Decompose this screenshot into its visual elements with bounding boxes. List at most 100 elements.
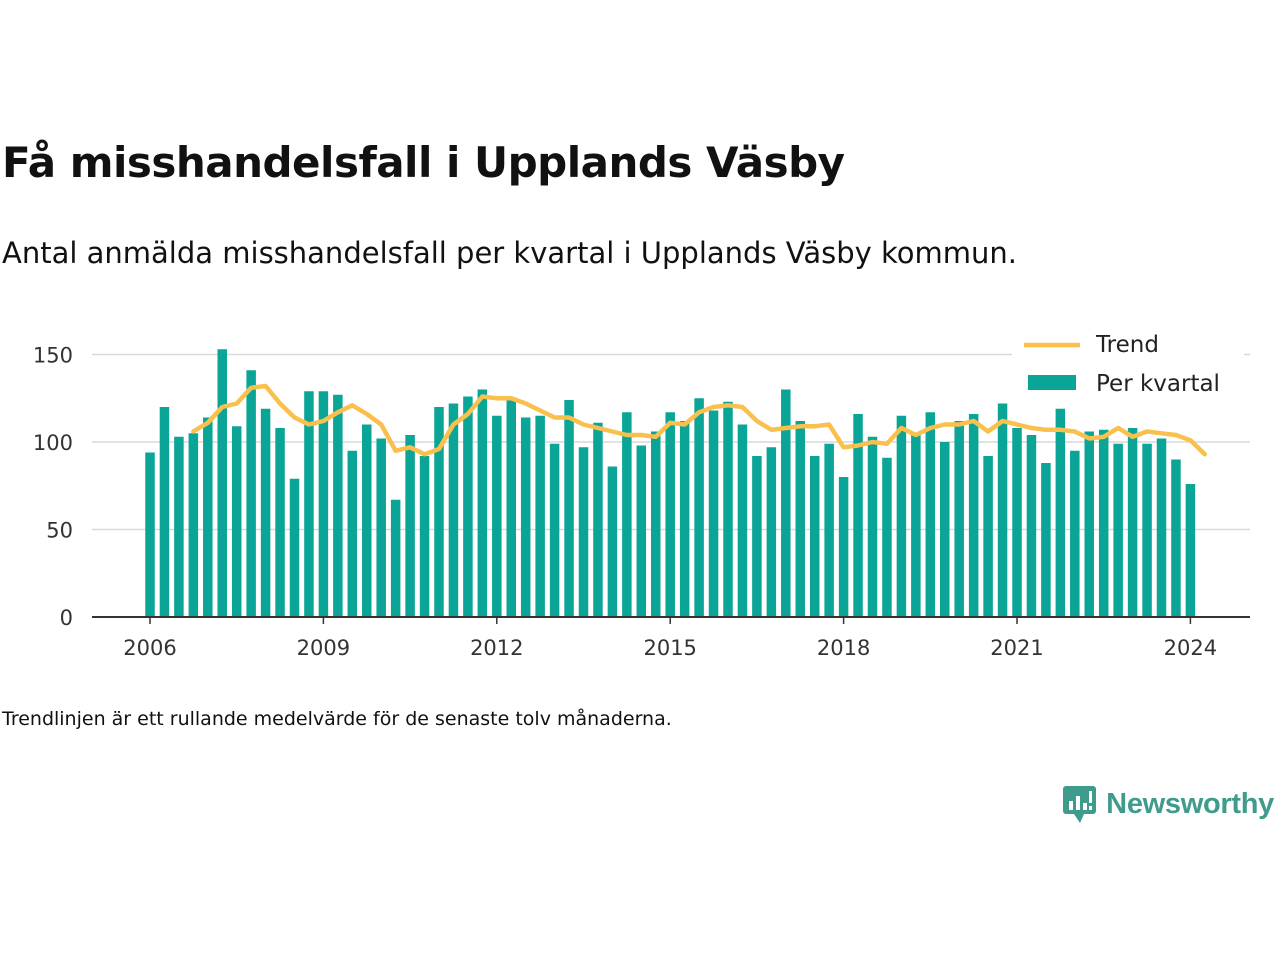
bar [145,452,155,617]
bars [145,349,1196,617]
x-tick-label: 2024 [1164,636,1217,660]
axes: 0 50 100 150 2006 2009 2012 2015 2018 2021 2024 [33,344,1250,660]
bar [376,438,386,617]
bar [1171,459,1181,617]
brand-logo[interactable]: Newsworthy [1062,784,1274,824]
bar [549,443,560,617]
bar [535,415,545,617]
bar [694,398,704,617]
bar [275,428,285,617]
bar [448,403,459,617]
bar [1055,408,1066,617]
bar [246,370,256,617]
bar [607,466,618,617]
bar [260,408,271,617]
bar [217,349,227,617]
bar [506,400,516,617]
x-tick-label: 2021 [990,636,1043,660]
bar [925,412,936,617]
bar [1185,484,1196,617]
bar [636,445,647,617]
bar [174,436,184,617]
bar [824,443,834,617]
trend-layer [191,383,1208,457]
bar [809,456,820,617]
bar [665,412,675,617]
bar [1113,443,1123,617]
bar [203,417,213,617]
legend-bar-swatch [1028,375,1076,390]
bar [679,421,690,617]
bar [1098,429,1109,617]
bar [867,436,878,617]
bar [492,415,502,617]
x-tick-label: 2006 [123,636,176,660]
bar [723,401,733,617]
bar [434,407,444,617]
bar [781,389,791,617]
bar [419,456,430,617]
bar [1070,450,1080,617]
bar [520,417,531,617]
bar [1012,428,1022,617]
trend-line [191,383,1208,457]
x-tick-label: 2015 [643,636,696,660]
bar [622,412,632,617]
legend: Trend Per kvartal [1012,326,1244,402]
bar [188,433,199,617]
bar [954,421,964,617]
bar [1026,435,1037,617]
bar [1142,443,1152,617]
x-tick-label: 2009 [297,636,350,660]
bar [997,403,1008,617]
bar [838,477,849,617]
y-tick-label: 50 [46,519,73,543]
bar [911,435,921,617]
bar [968,414,979,617]
bar [940,442,950,617]
bar [347,450,358,617]
x-tick-label: 2012 [470,636,523,660]
bar [882,457,892,617]
bar [708,410,719,617]
bar [304,391,314,617]
chart-area: 0 50 100 150 2006 2009 2012 2015 2018 2021 2024 Tr… [0,300,1280,680]
bar [289,478,300,617]
y-tick-label: 100 [33,431,73,455]
bar [1156,438,1167,617]
bar [405,435,415,617]
bar [1084,431,1094,617]
legend-bar-label: Per kvartal [1096,371,1220,397]
bar [578,447,589,617]
bar [1041,463,1051,617]
y-tick-label: 0 [60,606,73,630]
bar [737,424,748,617]
bar-line-chart: 0 50 100 150 2006 2009 2012 2015 2018 2021 2024 Tr… [33,326,1250,660]
bar [362,424,372,617]
bar [477,389,488,617]
bar [593,422,603,617]
bar [983,456,993,617]
brand-name: Newsworthy [1106,787,1274,820]
bar [651,431,661,617]
bar [333,394,343,617]
bar [231,426,242,617]
y-tick-label: 150 [33,344,73,368]
bar [1127,428,1138,617]
newsworthy-logo-icon [1063,786,1097,823]
bar [463,396,473,617]
bar [896,415,907,617]
bar [564,400,574,617]
x-tick-label: 2018 [817,636,870,660]
chart-footnote: Trendlinjen är ett rullande medelvärde f… [2,708,672,730]
bar [795,421,805,617]
chart-title: Få misshandelsfall i Upplands Väsby [2,138,845,187]
bar [752,456,762,617]
chart-subtitle: Antal anmälda misshandelsfall per kvarta… [2,236,1017,270]
bar [766,447,777,617]
bar [390,499,401,617]
bar [853,414,863,617]
bar [318,391,329,617]
legend-trend-label: Trend [1095,332,1159,358]
bar [159,407,170,617]
